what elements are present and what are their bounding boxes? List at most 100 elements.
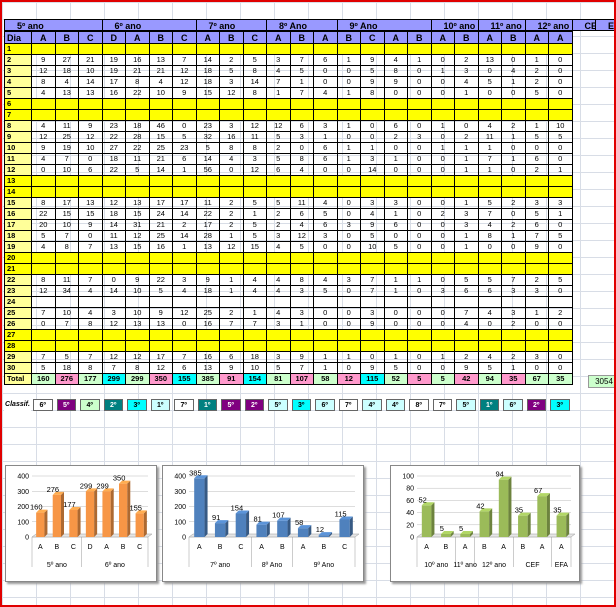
table-cell[interactable]: 8	[78, 362, 103, 374]
table-cell[interactable]: 28	[195, 230, 220, 242]
table-cell[interactable]: 2	[266, 142, 291, 154]
table-cell[interactable]: 0	[430, 362, 455, 374]
table-cell[interactable]: 5	[524, 131, 549, 143]
table-cell[interactable]: 1	[360, 142, 385, 154]
table-cell[interactable]: 23	[101, 120, 126, 132]
total-cell[interactable]: 5	[407, 373, 432, 385]
table-cell[interactable]	[430, 175, 455, 187]
table-cell[interactable]: 5	[31, 230, 56, 242]
table-cell[interactable]: 0	[383, 318, 408, 330]
table-cell[interactable]: 4	[313, 274, 338, 286]
table-cell[interactable]: 1	[219, 274, 244, 286]
day-cell[interactable]: 9	[4, 131, 32, 143]
table-cell[interactable]	[336, 263, 361, 275]
table-cell[interactable]	[454, 340, 479, 352]
table-cell[interactable]: 3	[313, 230, 338, 242]
table-cell[interactable]: 0	[407, 208, 432, 220]
table-cell[interactable]: 4	[266, 65, 291, 77]
table-cell[interactable]	[313, 98, 338, 110]
table-cell[interactable]: 4	[289, 219, 314, 231]
table-cell[interactable]: 3	[172, 274, 197, 286]
table-cell[interactable]	[407, 296, 432, 308]
table-cell[interactable]: 0	[477, 65, 502, 77]
day-cell[interactable]: 27	[4, 329, 32, 341]
table-cell[interactable]	[477, 296, 502, 308]
table-cell[interactable]	[78, 329, 103, 341]
table-cell[interactable]	[360, 186, 385, 198]
table-cell[interactable]: 9	[360, 76, 385, 88]
table-cell[interactable]: 4	[219, 153, 244, 165]
table-cell[interactable]: 7	[477, 153, 502, 165]
table-cell[interactable]	[477, 109, 502, 121]
table-cell[interactable]: 3	[454, 208, 479, 220]
table-cell[interactable]	[477, 252, 502, 264]
table-cell[interactable]	[101, 296, 126, 308]
table-cell[interactable]: 2	[524, 164, 549, 176]
table-cell[interactable]	[477, 340, 502, 352]
table-cell[interactable]: 0	[407, 65, 432, 77]
table-cell[interactable]: 4	[266, 307, 291, 319]
table-cell[interactable]	[524, 329, 549, 341]
table-cell[interactable]: 9	[360, 318, 385, 330]
table-cell[interactable]: 0	[336, 241, 361, 253]
table-cell[interactable]: 6	[172, 153, 197, 165]
table-cell[interactable]: 1	[430, 65, 455, 77]
table-cell[interactable]	[383, 329, 408, 341]
class-header[interactable]: B	[336, 31, 361, 44]
table-cell[interactable]: 32	[195, 131, 220, 143]
table-cell[interactable]	[31, 252, 56, 264]
table-cell[interactable]	[266, 186, 291, 198]
table-cell[interactable]	[407, 263, 432, 275]
table-cell[interactable]: 0	[360, 120, 385, 132]
table-cell[interactable]	[31, 340, 56, 352]
table-cell[interactable]	[101, 175, 126, 187]
table-cell[interactable]	[148, 175, 173, 187]
table-cell[interactable]	[125, 98, 150, 110]
table-cell[interactable]	[195, 329, 220, 341]
table-cell[interactable]: 5	[383, 362, 408, 374]
day-cell[interactable]: 25	[4, 307, 32, 319]
table-cell[interactable]: 15	[148, 131, 173, 143]
table-cell[interactable]: 0	[524, 318, 549, 330]
table-cell[interactable]	[548, 263, 573, 275]
table-cell[interactable]	[242, 98, 267, 110]
table-cell[interactable]: 0	[548, 219, 573, 231]
table-cell[interactable]	[101, 43, 126, 55]
table-cell[interactable]: 4	[172, 285, 197, 297]
table-cell[interactable]	[407, 329, 432, 341]
table-cell[interactable]: 21	[125, 65, 150, 77]
table-cell[interactable]: 0	[407, 87, 432, 99]
table-cell[interactable]: 1	[336, 351, 361, 363]
table-cell[interactable]	[101, 109, 126, 121]
table-cell[interactable]: 1	[407, 274, 432, 286]
table-cell[interactable]: 0	[31, 164, 56, 176]
table-cell[interactable]: 12	[31, 65, 56, 77]
table-cell[interactable]: 7	[78, 274, 103, 286]
table-cell[interactable]	[336, 296, 361, 308]
table-cell[interactable]: 7	[219, 318, 244, 330]
class-header[interactable]: A	[524, 31, 549, 44]
table-cell[interactable]	[289, 252, 314, 264]
table-cell[interactable]: 0	[313, 164, 338, 176]
table-cell[interactable]	[172, 329, 197, 341]
table-cell[interactable]: 1	[548, 208, 573, 220]
table-cell[interactable]: 1	[172, 164, 197, 176]
table-cell[interactable]: 23	[195, 120, 220, 132]
table-cell[interactable]	[242, 329, 267, 341]
table-cell[interactable]: 0	[548, 285, 573, 297]
table-cell[interactable]: 4	[31, 87, 56, 99]
table-cell[interactable]: 18	[195, 65, 220, 77]
table-cell[interactable]	[172, 263, 197, 275]
table-cell[interactable]	[430, 109, 455, 121]
table-cell[interactable]: 0	[360, 131, 385, 143]
table-cell[interactable]: 8	[289, 153, 314, 165]
table-cell[interactable]: 0	[548, 87, 573, 99]
table-cell[interactable]: 0	[430, 87, 455, 99]
total-cell[interactable]: 5	[430, 373, 455, 385]
table-cell[interactable]	[501, 175, 526, 187]
table-cell[interactable]: 9	[360, 362, 385, 374]
class-header[interactable]: B	[219, 31, 244, 44]
class-header[interactable]: B	[289, 31, 314, 44]
table-cell[interactable]	[524, 296, 549, 308]
group-header-cell[interactable]: 7º ano	[195, 19, 267, 31]
